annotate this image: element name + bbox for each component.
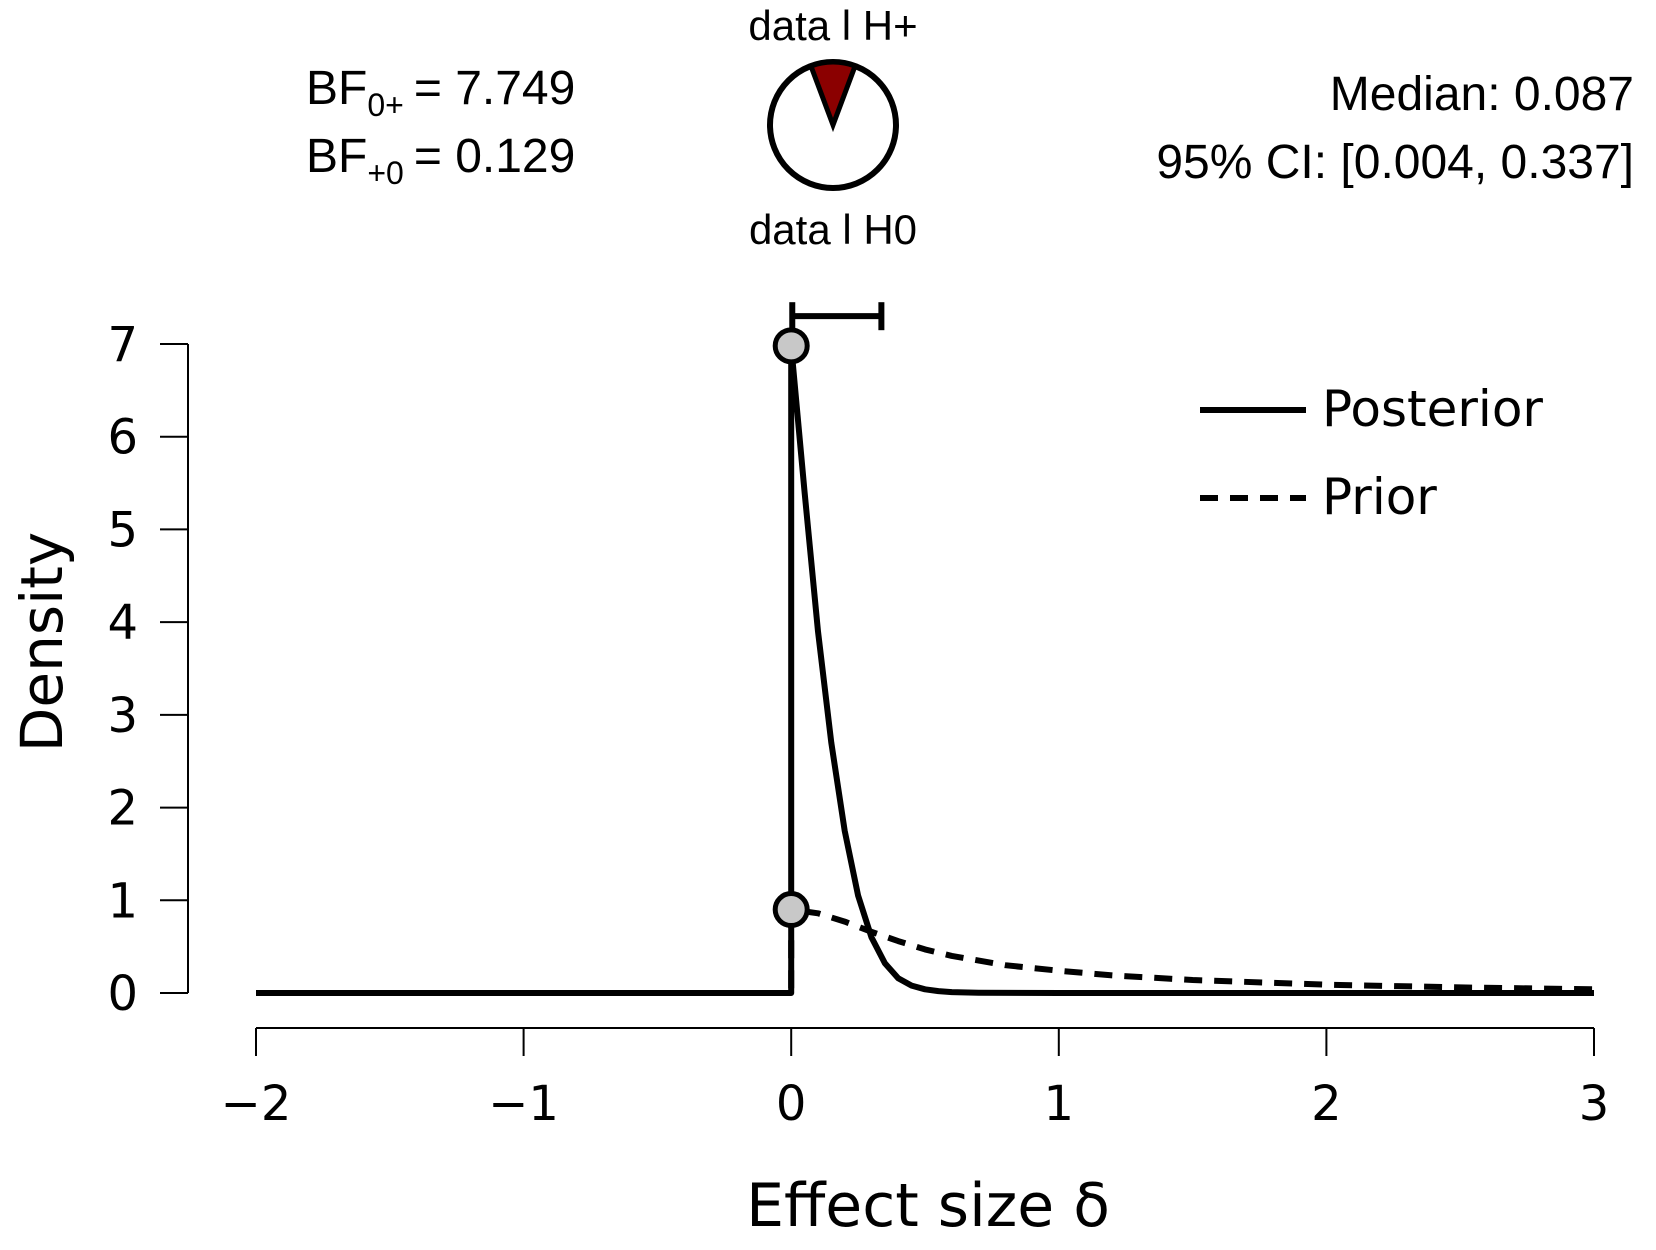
y-tick-label: 2	[107, 781, 138, 837]
density-point	[772, 327, 810, 365]
x-tick-label: −2	[221, 1076, 292, 1132]
y-tick-label: 4	[107, 595, 138, 651]
series-layer	[256, 342, 1595, 996]
pie-bottom-label: data l H0	[749, 206, 917, 253]
x-tick-label: −1	[488, 1076, 559, 1132]
x-axis-label: Effect size δ	[746, 1171, 1110, 1241]
bf-line-0: BF0+ = 7.749	[306, 62, 575, 123]
legend-label-prior: Prior	[1322, 468, 1437, 526]
bf-line-1: BF+0 = 0.129	[306, 130, 575, 191]
y-axis: 0 1 2 3 4 5 6 7	[107, 317, 189, 1022]
legend: Posterior Prior	[1200, 380, 1543, 526]
pie-slice-h-plus	[807, 59, 859, 133]
density-point	[772, 891, 810, 929]
y-tick-label: 3	[107, 688, 138, 744]
bf-block: BF0+ = 7.749 BF+0 = 0.129	[306, 62, 575, 191]
series-line-posterior	[256, 342, 1594, 996]
x-tick-label: 2	[1311, 1076, 1342, 1132]
y-tick-label: 0	[107, 966, 138, 1022]
ci-text: 95% CI: [0.004, 0.337]	[1156, 136, 1634, 189]
legend-label-posterior: Posterior	[1322, 380, 1543, 438]
series-line-prior	[256, 906, 1595, 996]
x-tick-label: 1	[1044, 1076, 1075, 1132]
y-tick-label: 1	[107, 873, 138, 929]
evidence-pie: data l H+ data l H0	[748, 2, 917, 253]
y-tick-label: 6	[107, 410, 138, 466]
credible-interval	[789, 302, 885, 331]
pie-top-label: data l H+	[748, 2, 917, 49]
x-tick-label: 3	[1579, 1076, 1610, 1132]
y-tick-label: 5	[107, 502, 138, 558]
median-text: Median: 0.087	[1330, 68, 1634, 121]
x-axis: −2 −1 0 1 2 3	[221, 1027, 1610, 1132]
y-axis-label: Density	[8, 532, 76, 753]
points-layer	[772, 327, 810, 929]
x-tick-label: 0	[776, 1076, 807, 1132]
y-tick-label: 7	[107, 317, 138, 373]
